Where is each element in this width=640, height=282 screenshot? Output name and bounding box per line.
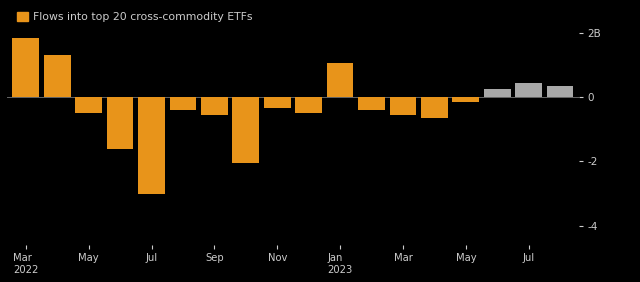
Bar [107, 97, 134, 149]
Bar [547, 86, 573, 97]
Bar [390, 97, 417, 115]
Bar [138, 97, 165, 194]
Bar [44, 55, 70, 97]
Bar [358, 97, 385, 110]
Bar [295, 97, 322, 113]
Bar [201, 97, 228, 115]
Bar [76, 97, 102, 113]
Bar [421, 97, 448, 118]
Legend: Flows into top 20 cross-commodity ETFs: Flows into top 20 cross-commodity ETFs [12, 8, 257, 27]
Bar [264, 97, 291, 108]
Bar [232, 97, 259, 163]
Bar [170, 97, 196, 110]
Bar [515, 83, 542, 97]
Bar [484, 89, 511, 97]
Bar [452, 97, 479, 102]
Bar [327, 63, 353, 97]
Bar [12, 38, 39, 97]
